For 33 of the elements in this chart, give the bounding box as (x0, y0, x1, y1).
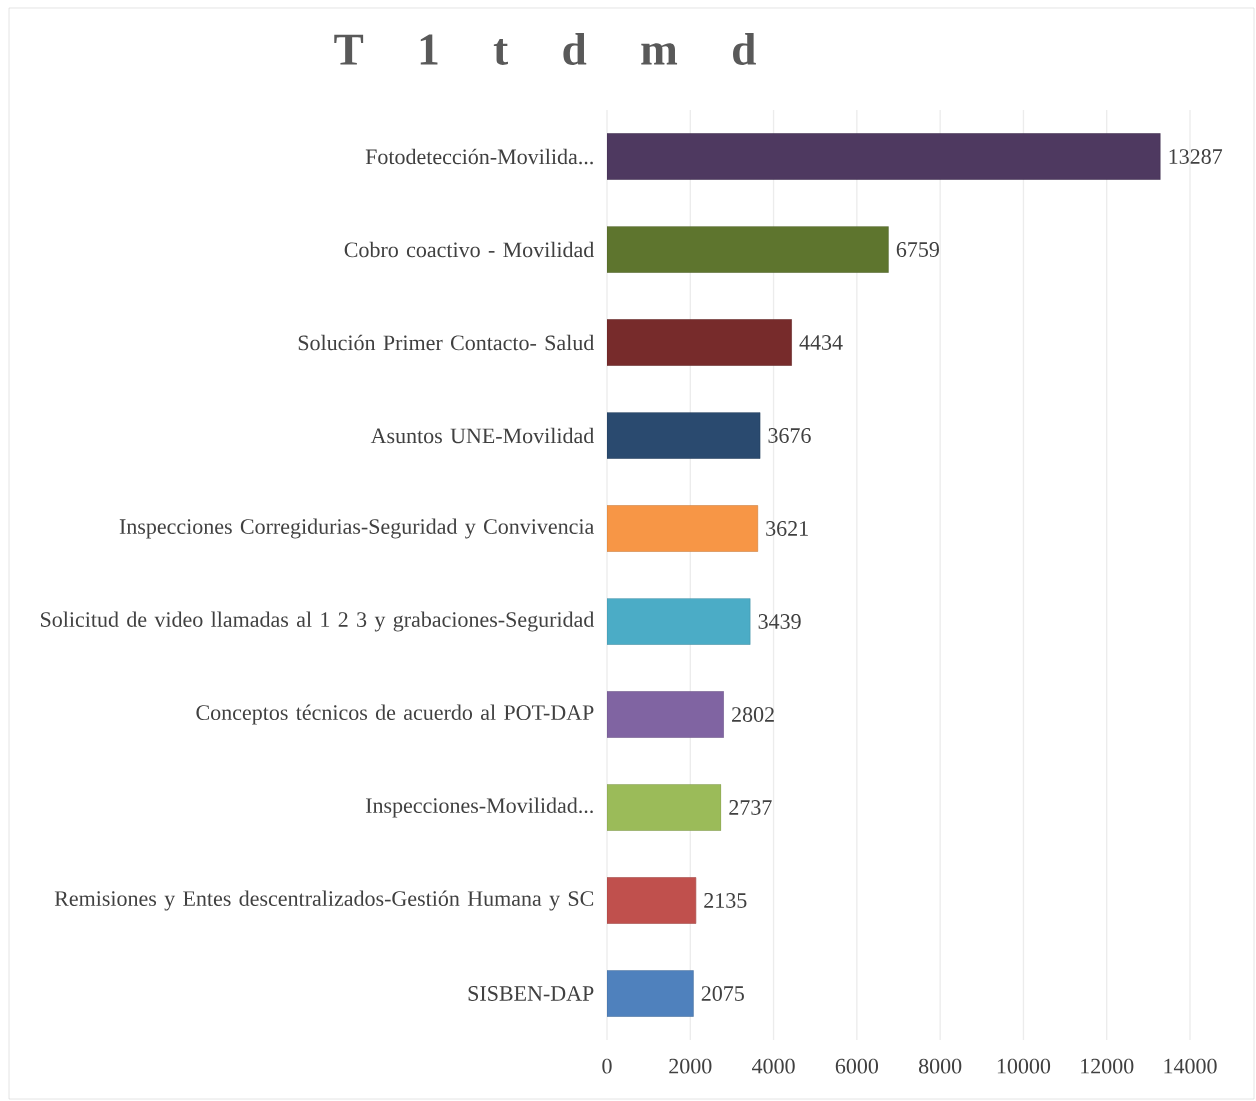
x-tick-label: 2000 (669, 1058, 712, 1074)
data-label: 2135 (704, 893, 747, 908)
data-label: 6759 (896, 242, 939, 257)
x-tick-label: 8000 (918, 1058, 962, 1074)
data-label: 3621 (766, 521, 808, 536)
bar (607, 598, 751, 645)
x-tick-label: 4000 (752, 1058, 795, 1074)
bar (607, 505, 759, 552)
data-label: 2737 (729, 800, 772, 815)
x-tick-label: 10000 (997, 1058, 1051, 1074)
data-label: 13287 (1169, 149, 1223, 164)
bar (607, 691, 724, 738)
y-tick-label: SISBEN-DAP (468, 986, 594, 1001)
chart-title: T 1 t d m d (334, 33, 756, 65)
x-tick-label: 14000 (1164, 1058, 1217, 1074)
y-tick-label: Conceptos técnicos de acuerdo al POT-DAP (196, 704, 594, 725)
data-label: 4434 (799, 335, 843, 350)
data-label: 3439 (758, 614, 801, 629)
y-tick-label: Inspecciones-Movilidad... (365, 797, 593, 818)
y-tick-label: Inspecciones Corregidurias-Seguridad y Convivencia (119, 518, 595, 539)
bar (607, 319, 792, 366)
data-label: 3676 (768, 428, 811, 443)
data-label: 2802 (732, 707, 774, 722)
y-tick-label: Asuntos UNE-Movilidad (370, 427, 594, 444)
y-tick-label: Solución Primer Contacto- Salud (298, 334, 595, 351)
y-tick-label: Cobro coactivo - Movilidad (344, 241, 595, 258)
x-tick-label: 6000 (835, 1058, 879, 1074)
y-tick-label: Remisiones y Entes descentralizados-Gestión Humana y SC (54, 890, 594, 911)
y-tick-label: Solicitud de video llamadas al 1 2 3 y grabaciones-Seguridad (41, 611, 595, 632)
y-tick-label: Fotodetección-Movilida... (365, 148, 593, 165)
x-tick-label: 12000 (1081, 1058, 1134, 1074)
x-tick-label: 0 (602, 1058, 612, 1074)
data-label: 2075 (701, 986, 744, 1001)
